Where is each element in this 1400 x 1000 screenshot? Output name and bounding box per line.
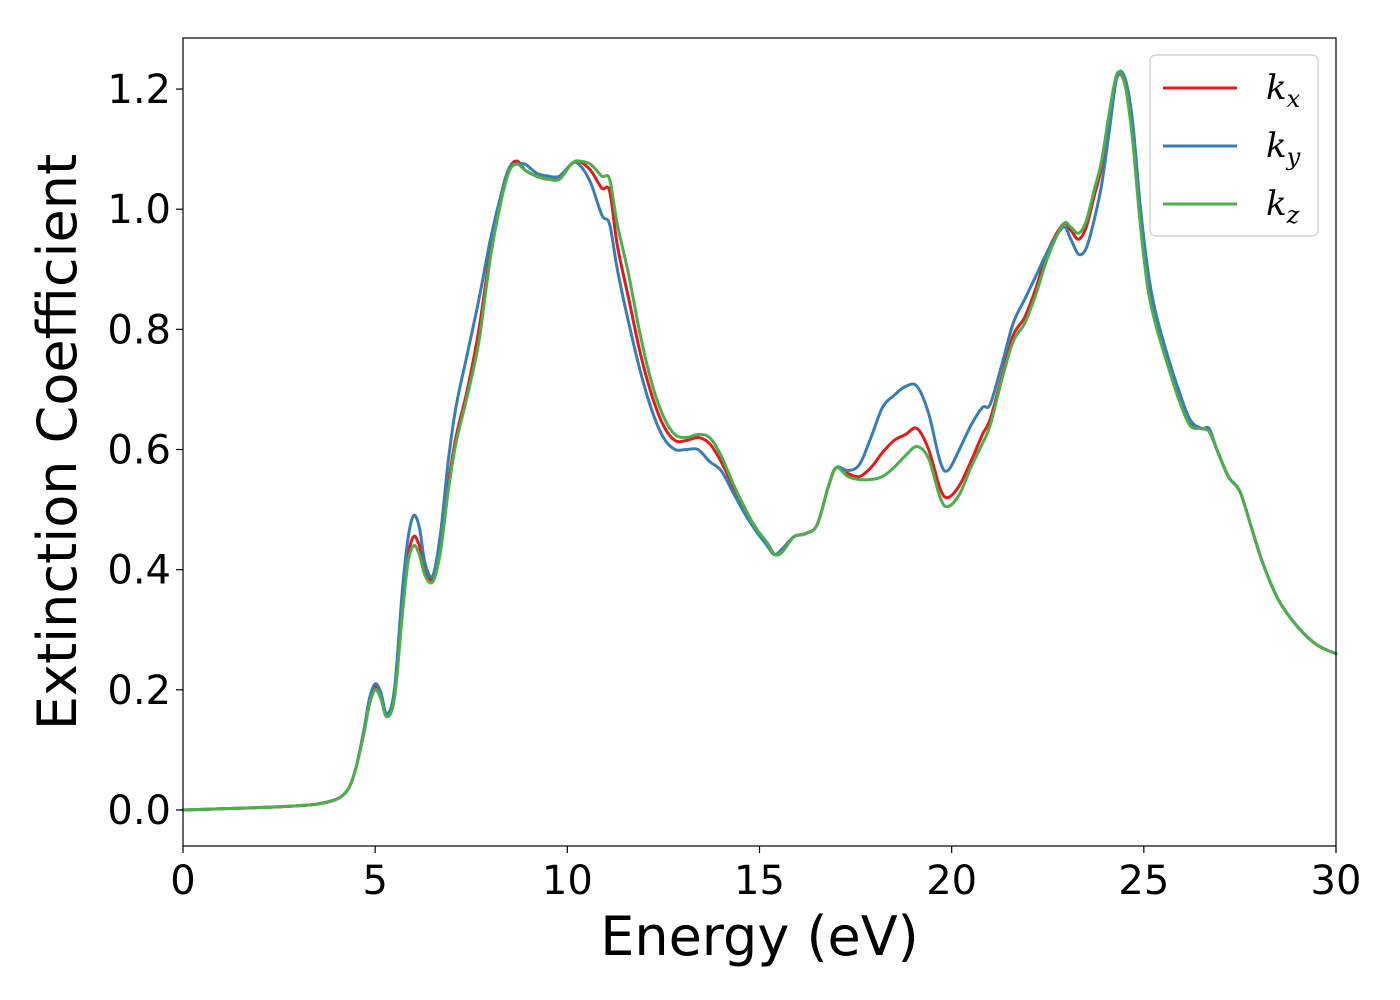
legend-label-ky: ky xyxy=(1266,126,1301,171)
y-tick-label: 0.0 xyxy=(107,788,171,834)
y-tick-label: 0.6 xyxy=(107,428,171,474)
x-tick-label: 15 xyxy=(734,858,785,904)
x-tick-label: 5 xyxy=(362,858,387,904)
x-axis-ticks: 0 5 10 15 20 25 30 xyxy=(170,846,1361,904)
x-tick-label: 10 xyxy=(542,858,593,904)
y-tick-label: 1.2 xyxy=(107,67,171,113)
legend-label-kz: kz xyxy=(1266,184,1300,229)
x-tick-label: 20 xyxy=(926,858,977,904)
x-axis-title: Energy (eV) xyxy=(600,905,919,968)
x-tick-label: 0 xyxy=(170,858,195,904)
legend-label-kx: kx xyxy=(1266,68,1301,113)
x-tick-label: 30 xyxy=(1311,858,1362,904)
series-line-kz xyxy=(181,70,1338,812)
series-lines xyxy=(181,69,1338,812)
y-tick-label: 0.4 xyxy=(107,548,171,594)
y-axis-ticks: 0.0 0.2 0.4 0.6 0.8 1.0 1.2 xyxy=(107,67,183,834)
plot-area xyxy=(183,38,1336,846)
y-axis-title: Extinction Coefficient xyxy=(26,154,89,730)
y-tick-label: 0.8 xyxy=(107,307,171,353)
x-tick-label: 25 xyxy=(1118,858,1169,904)
legend: kx ky kz xyxy=(1149,54,1319,237)
y-tick-label: 1.0 xyxy=(107,187,171,233)
y-tick-label: 0.2 xyxy=(107,668,171,714)
